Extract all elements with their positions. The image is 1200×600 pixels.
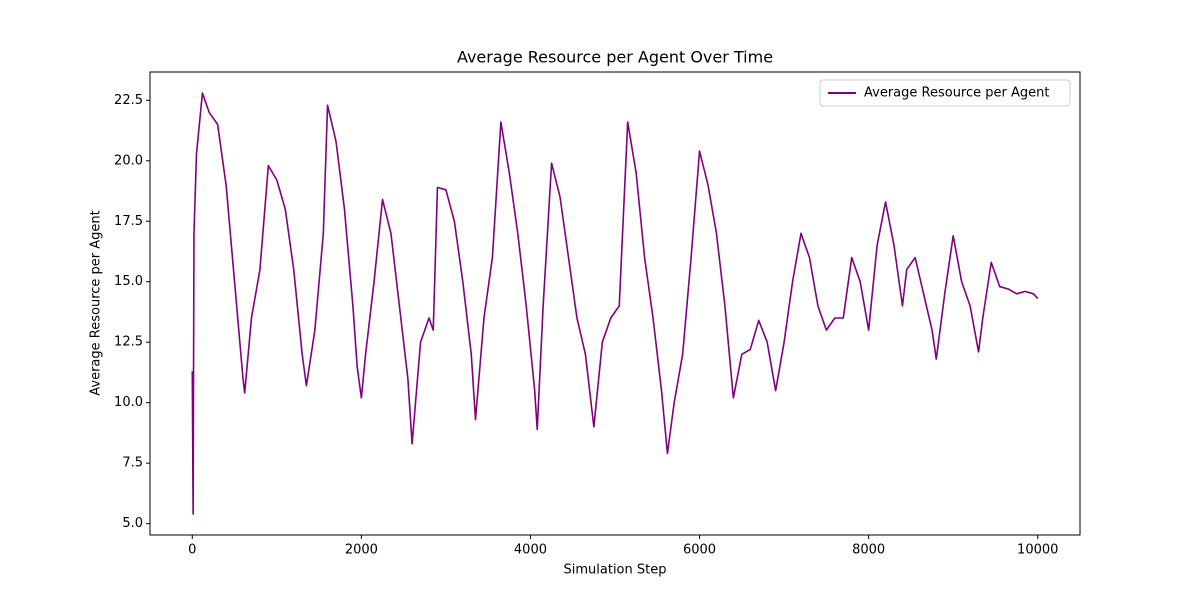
- y-tick-label: 22.5: [114, 93, 143, 108]
- x-tick-label: 4000: [514, 543, 547, 558]
- x-tick-label: 6000: [683, 543, 716, 558]
- y-tick-label: 5.0: [122, 516, 143, 531]
- data-line: [191, 92, 1039, 515]
- y-axis-label: Average Resource per Agent: [89, 210, 104, 395]
- y-tick-label: 15.0: [114, 274, 143, 289]
- y-tick-label: 12.5: [114, 335, 143, 350]
- y-tick-label: 10.0: [114, 395, 143, 410]
- x-tick-label: 0: [188, 543, 196, 558]
- x-tick-label: 2000: [345, 543, 378, 558]
- legend: Average Resource per Agent: [819, 79, 1071, 107]
- x-tick-label: 10000: [1017, 543, 1058, 558]
- y-tick-label: 20.0: [114, 153, 143, 168]
- y-tick-label: 7.5: [122, 456, 143, 471]
- chart-title: Average Resource per Agent Over Time: [457, 48, 773, 67]
- plot-frame: [149, 71, 1081, 536]
- y-tick-label: 17.5: [114, 214, 143, 229]
- x-tick-label: 8000: [852, 543, 885, 558]
- legend-box: [819, 79, 1071, 107]
- legend-label: Average Resource per Agent: [864, 86, 1049, 101]
- x-axis-label: Simulation Step: [564, 563, 667, 578]
